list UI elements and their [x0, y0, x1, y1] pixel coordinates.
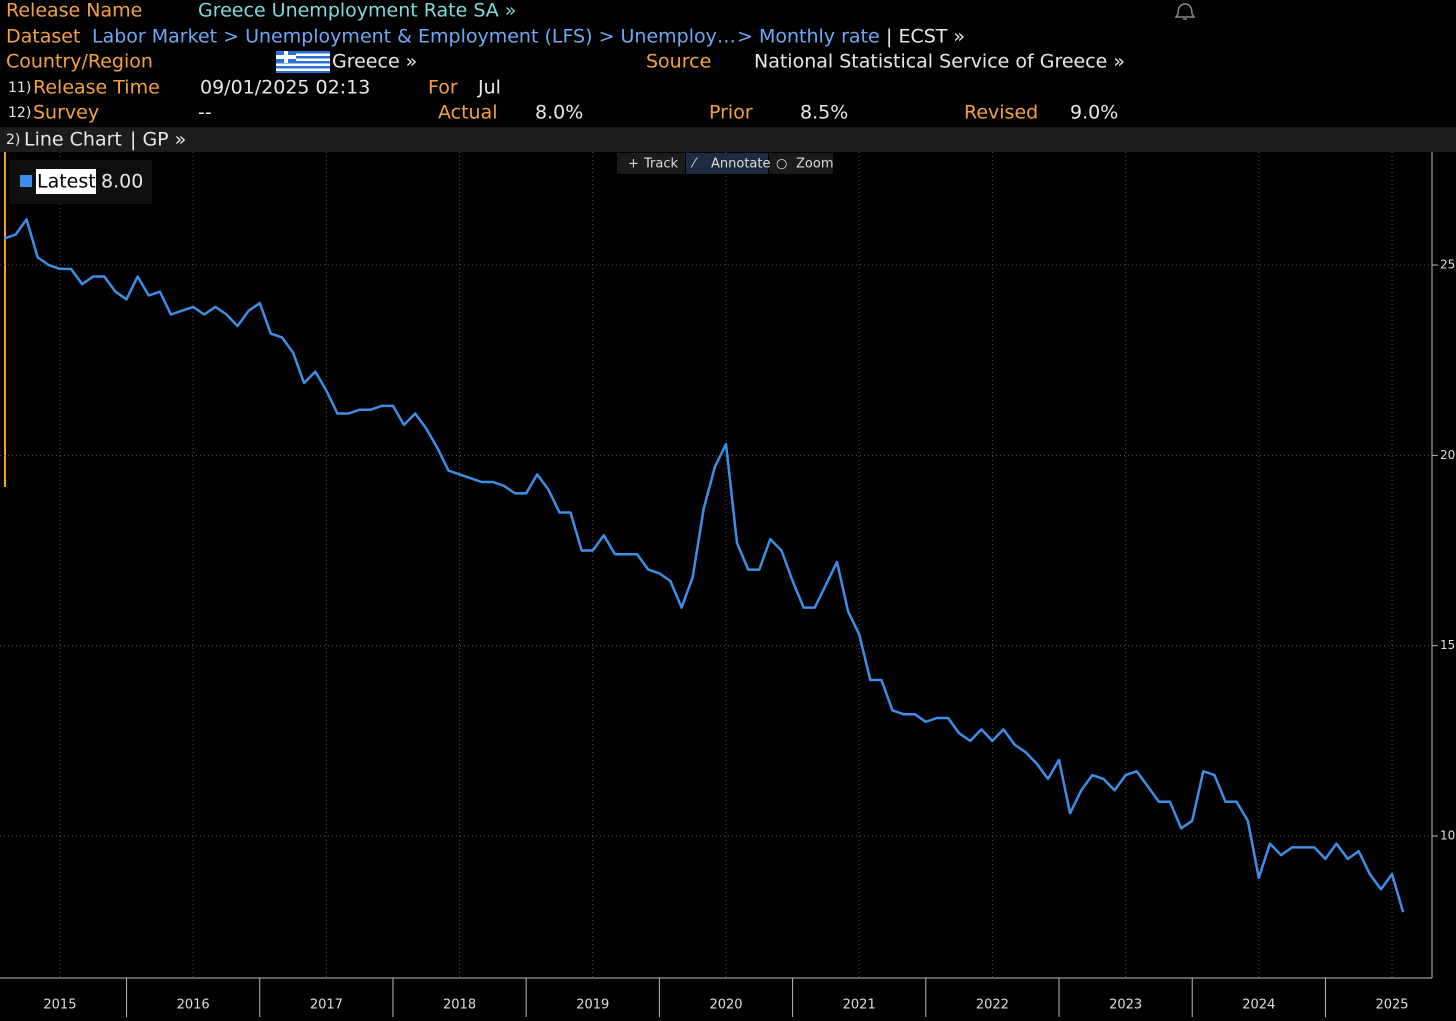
tool[interactable]: Zoom — [796, 157, 833, 172]
label: Release Time — [33, 77, 160, 99]
x-tick-label: 2019 — [576, 998, 609, 1013]
code[interactable]: | ECST » — [886, 26, 965, 48]
y-tick-label: 20 — [1440, 448, 1455, 462]
x-tick-label: 2025 — [1375, 998, 1408, 1013]
bell-icon[interactable] — [1174, 3, 1196, 20]
legend-label[interactable]: Latest — [37, 171, 96, 193]
tool[interactable]: Track — [643, 157, 678, 172]
value: Jul — [477, 77, 501, 99]
label: Source — [646, 51, 711, 73]
label: Dataset — [6, 26, 80, 48]
value: 9.0% — [1070, 102, 1118, 124]
y-tick-label: 25 — [1440, 258, 1455, 272]
chart-tools: + ⁄ ○ Track Annotate Zoom — [617, 153, 833, 174]
menu-number: 12) — [8, 105, 31, 121]
label: For — [428, 77, 458, 99]
flag — [276, 51, 330, 73]
tool[interactable]: Annotate — [711, 157, 770, 172]
label: Revised — [964, 102, 1038, 124]
toolbar-code[interactable]: | GP » — [130, 129, 186, 151]
label: Prior — [709, 102, 753, 124]
highlight-bar — [4, 152, 6, 487]
menu-number: 2) — [6, 132, 20, 148]
svg-text:⁄: ⁄ — [690, 157, 698, 172]
menu-number: 11) — [8, 80, 31, 96]
x-tick-label: 2021 — [843, 998, 876, 1013]
x-tick-label: 2023 — [1109, 998, 1142, 1013]
value[interactable]: Greece » — [332, 51, 417, 73]
y-tick-label: 15 — [1440, 638, 1455, 652]
series-line — [3, 218, 1405, 913]
label: Actual — [438, 102, 498, 124]
breadcrumb[interactable]: > Monthly rate — [737, 26, 880, 48]
label: Survey — [33, 102, 99, 124]
toolbar-title[interactable]: Line Chart — [24, 129, 122, 151]
value[interactable]: Greece Unemployment Rate SA » — [198, 0, 516, 22]
x-tick-label: 2015 — [43, 998, 76, 1013]
svg-text:+: + — [628, 157, 639, 172]
legend-value: 8.00 — [101, 171, 143, 193]
value[interactable]: National Statistical Service of Greece » — [754, 51, 1125, 73]
value: 8.0% — [535, 102, 583, 124]
x-tick-label: 2016 — [177, 998, 210, 1013]
x-tick-label: 2020 — [709, 998, 742, 1013]
value: 8.5% — [800, 102, 848, 124]
x-tick-label: 2024 — [1242, 998, 1275, 1013]
breadcrumb[interactable]: Labor Market > Unemployment & Employment… — [92, 26, 736, 48]
legend-swatch — [20, 175, 32, 187]
x-tick-label: 2022 — [976, 998, 1009, 1013]
label: Country/Region — [6, 51, 153, 73]
legend-highlight — [36, 169, 96, 194]
x-tick-label: 2017 — [310, 998, 343, 1013]
value: -- — [198, 102, 212, 124]
x-tick-label: 2018 — [443, 998, 476, 1013]
svg-text:○: ○ — [776, 157, 787, 172]
toolbar — [0, 127, 1456, 152]
label: Release Name — [6, 0, 142, 22]
y-tick-label: 10 — [1440, 829, 1455, 843]
value: 09/01/2025 02:13 — [200, 77, 370, 99]
